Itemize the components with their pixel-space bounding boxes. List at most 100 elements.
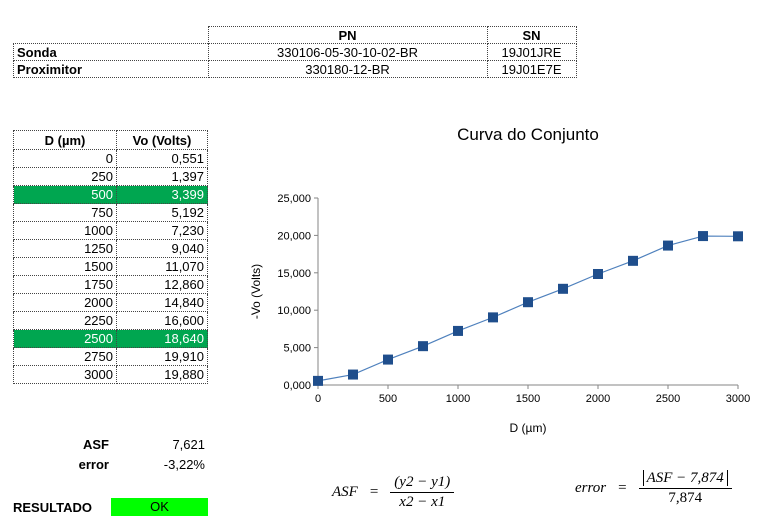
d-cell: 500	[13, 185, 117, 204]
table-row: 1250 9,040	[13, 239, 208, 258]
vo-cell: 19,910	[116, 347, 208, 366]
sonda-label: Sonda	[13, 43, 209, 61]
data-point	[663, 240, 673, 251]
data-point	[733, 231, 743, 242]
x-tick-label: 2500	[656, 393, 680, 405]
series-line	[317, 235, 739, 382]
summary-block: ASF 7,621 error -3,22%	[13, 434, 211, 474]
data-point	[453, 325, 463, 336]
d-cell: 1000	[13, 221, 117, 240]
asf-formula-lhs: ASF	[332, 484, 358, 500]
data-point	[593, 268, 603, 279]
sonda-sn: 19J01JRE	[486, 43, 577, 61]
y-tick-label: 5,000	[283, 343, 311, 355]
d-cell: 1500	[13, 257, 117, 276]
probe-info-table: PN SN Sonda 330106-05-30-10-02-BR 19J01J…	[13, 26, 577, 78]
asf-label: ASF	[83, 436, 109, 452]
x-tick-label: 1500	[516, 393, 540, 405]
table-row: 500 3,399	[13, 185, 208, 204]
proximitor-label: Proximitor	[13, 60, 209, 78]
data-point	[488, 312, 498, 323]
d-cell: 750	[13, 203, 117, 222]
data-point	[313, 375, 323, 386]
y-tick-label: 25,000	[277, 193, 311, 205]
y-tick-label: 20,000	[277, 230, 311, 242]
table-row: 750 5,192	[13, 203, 208, 222]
result-label: RESULTADO	[13, 500, 92, 515]
data-point	[348, 369, 358, 380]
table-row: 1000 7,230	[13, 221, 208, 240]
table-row: 2000 14,840	[13, 293, 208, 312]
vo-cell: 14,840	[116, 293, 208, 312]
asf-fraction: (y2 − y1) x2 − x1	[390, 474, 455, 511]
table-row: 250 1,397	[13, 167, 208, 186]
vo-cell: 19,880	[116, 365, 208, 384]
data-point	[383, 354, 393, 365]
table-row: 2250 16,600	[13, 311, 208, 330]
vo-cell: 11,070	[116, 257, 208, 276]
asf-denominator: x2 − x1	[399, 494, 446, 510]
error-denominator: 7,874	[668, 490, 703, 506]
y-tick-label: 10,000	[277, 305, 311, 317]
proximitor-pn: 330180-12-BR	[207, 60, 488, 78]
vo-cell: 9,040	[116, 239, 208, 258]
result-status-badge: OK	[111, 498, 208, 516]
x-tick-label: 0	[315, 393, 321, 405]
error-formula-lhs: error	[575, 480, 607, 496]
asf-formula: ASF = (y2 − y1) x2 − x1	[332, 474, 455, 511]
asf-value: 7,621	[172, 436, 205, 452]
vo-cell: 7,230	[116, 221, 208, 240]
x-axis-label: D (µm)	[510, 421, 547, 435]
d-cell: 2250	[13, 311, 117, 330]
data-point	[418, 341, 428, 352]
x-tick-label: 500	[379, 393, 397, 405]
pn-header: PN	[207, 26, 488, 44]
table-row: 0 0,551	[13, 149, 208, 168]
vo-header: Vo (Volts)	[116, 130, 208, 150]
table-row: 2500 18,640	[13, 329, 208, 348]
sn-header: SN	[486, 26, 577, 44]
error-formula-eq: =	[618, 480, 627, 496]
data-point	[523, 297, 533, 308]
x-tick-label: 1000	[446, 393, 470, 405]
d-cell: 2000	[13, 293, 117, 312]
error-value: -3,22%	[163, 456, 205, 472]
vo-cell: 12,860	[116, 275, 208, 294]
y-tick-label: 15,000	[277, 268, 311, 280]
vo-cell: 18,640	[116, 329, 208, 348]
y-axis-label: -Vo (Volts)	[249, 264, 263, 319]
data-point	[698, 231, 708, 242]
d-header: D (µm)	[13, 130, 117, 150]
table-row: 2750 19,910	[13, 347, 208, 366]
table-row: 3000 19,880	[13, 365, 208, 384]
line-chart: 0,000 5,000 10,000 15,000 20,000 25,000 0 500 10…	[249, 193, 750, 435]
asf-numerator: (y2 − y1)	[390, 474, 455, 493]
vo-cell: 3,399	[116, 185, 208, 204]
vo-cell: 1,397	[116, 167, 208, 186]
d-cell: 250	[13, 167, 117, 186]
y-tick-label: 0,000	[283, 380, 311, 392]
table-row: 1500 11,070	[13, 257, 208, 276]
asf-formula-eq: =	[369, 484, 379, 500]
data-point	[558, 283, 568, 294]
d-cell: 2750	[13, 347, 117, 366]
d-cell: 3000	[13, 365, 117, 384]
x-tick-label: 2000	[586, 393, 610, 405]
table-row: 1750 12,860	[13, 275, 208, 294]
error-formula: error = ASF − 7,874 7,874	[575, 470, 732, 507]
sonda-pn: 330106-05-30-10-02-BR	[207, 43, 488, 61]
chart-title: Curva do Conjunto	[457, 125, 599, 144]
data-point	[628, 255, 638, 266]
d-cell: 1250	[13, 239, 117, 258]
d-cell: 2500	[13, 329, 117, 348]
d-cell: 0	[13, 149, 117, 168]
x-tick-label: 3000	[726, 393, 750, 405]
error-numerator: ASF − 7,874	[642, 470, 728, 486]
calibration-data-table: D (µm) Vo (Volts) 0 0,551 250 1,397 500 3,399…	[13, 130, 208, 384]
proximitor-sn: 19J01E7E	[486, 60, 577, 78]
error-fraction: ASF − 7,874 7,874	[638, 470, 732, 507]
vo-cell: 0,551	[116, 149, 208, 168]
error-label: error	[78, 456, 109, 472]
vo-cell: 5,192	[116, 203, 208, 222]
d-cell: 1750	[13, 275, 117, 294]
